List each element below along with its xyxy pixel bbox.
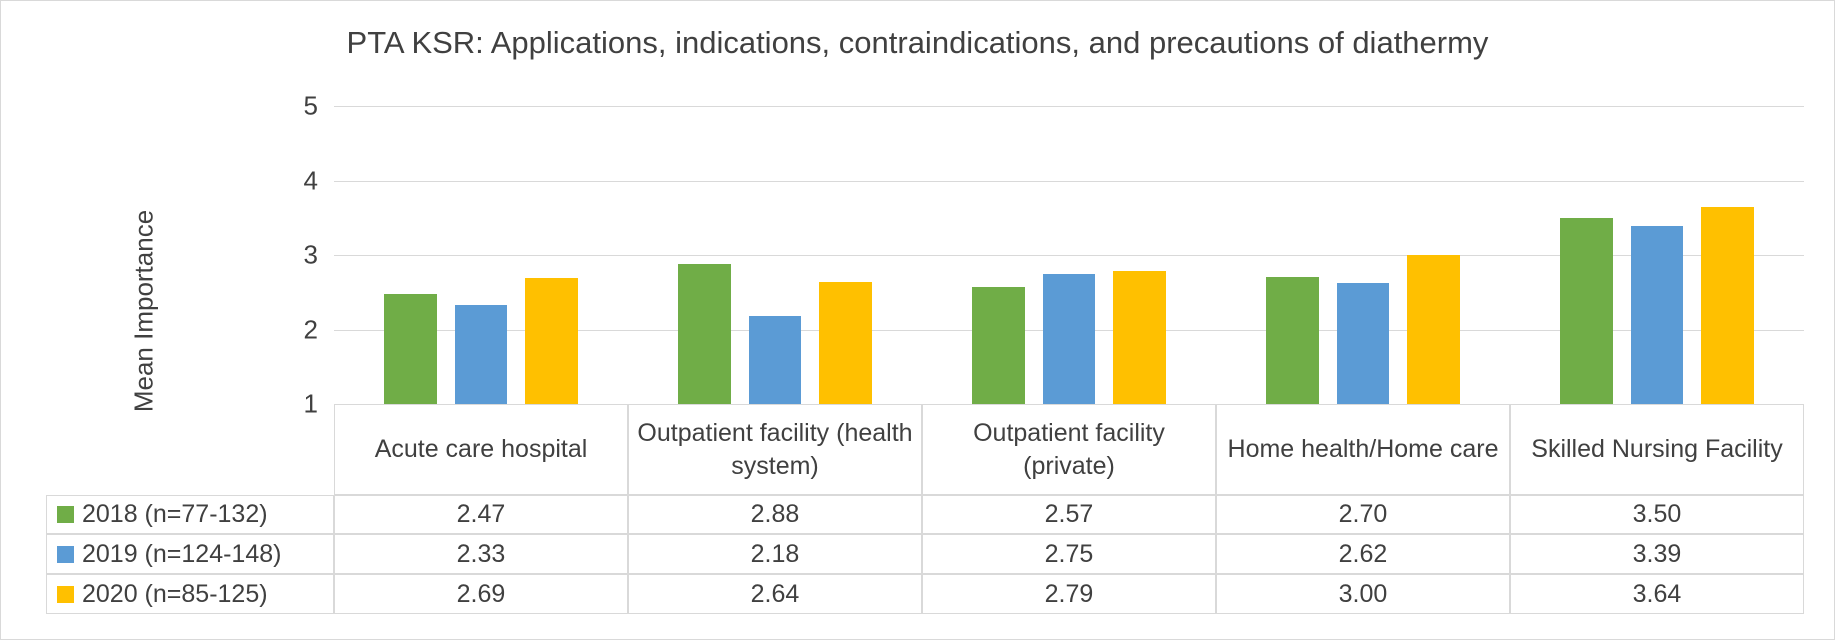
bar bbox=[971, 287, 1025, 404]
grid-line bbox=[334, 255, 1804, 256]
table-value: 2.47 bbox=[334, 495, 628, 534]
legend-entry: 2020 (n=85-125) bbox=[46, 574, 334, 614]
y-axis-label: Mean Importance bbox=[128, 209, 159, 413]
legend-key bbox=[57, 506, 74, 523]
table-value: 2.75 bbox=[922, 534, 1216, 574]
table-value: 2.57 bbox=[922, 495, 1216, 534]
legend-key bbox=[57, 585, 74, 603]
table-value: 3.00 bbox=[1216, 574, 1510, 614]
category-label: Acute care hospital bbox=[334, 404, 628, 495]
category-label: Outpatient facility (health system) bbox=[628, 404, 922, 495]
table-value: 2.18 bbox=[628, 534, 922, 574]
y-tick-label: 4 bbox=[303, 165, 318, 195]
bar bbox=[1113, 270, 1166, 404]
legend-label: 2019 (n=124-148) bbox=[82, 539, 282, 568]
bar bbox=[1407, 255, 1460, 404]
table-value: 2.69 bbox=[334, 574, 628, 614]
category-label: Outpatient facility (private) bbox=[922, 404, 1216, 495]
bar bbox=[1630, 225, 1684, 404]
legend-label: 2020 (n=85-125) bbox=[82, 579, 268, 608]
table-value: 2.62 bbox=[1216, 534, 1510, 574]
y-tick-label: 3 bbox=[303, 239, 318, 270]
y-tick-label: 5 bbox=[303, 90, 318, 121]
table-value: 2.79 bbox=[922, 574, 1216, 614]
table-value: 2.70 bbox=[1216, 495, 1510, 534]
table-value: 3.50 bbox=[1510, 495, 1804, 534]
table-value: 2.88 bbox=[628, 495, 922, 534]
bar bbox=[1701, 207, 1754, 404]
bar bbox=[819, 281, 872, 404]
bar bbox=[454, 304, 508, 404]
grid-line bbox=[334, 106, 1804, 107]
table-value: 3.64 bbox=[1510, 574, 1804, 614]
legend-entry: 2018 (n=77-132) bbox=[46, 495, 334, 534]
y-tick-label: 2 bbox=[303, 314, 318, 344]
bar bbox=[383, 294, 437, 404]
category-label: Home health/Home care bbox=[1216, 404, 1510, 495]
bar bbox=[1559, 217, 1613, 404]
chart-title: PTA KSR: Applications, indications, cont… bbox=[346, 25, 1489, 60]
bar bbox=[1336, 283, 1390, 404]
category-label: Skilled Nursing Facility bbox=[1510, 404, 1804, 495]
y-tick-label: 1 bbox=[303, 388, 318, 419]
legend-label: 2018 (n=77-132) bbox=[82, 500, 268, 529]
bar bbox=[1265, 277, 1319, 404]
table-value: 2.33 bbox=[334, 534, 628, 574]
bar bbox=[1042, 273, 1096, 404]
bar bbox=[748, 316, 802, 404]
grid-line bbox=[334, 180, 1804, 182]
bar bbox=[525, 278, 578, 404]
legend-key bbox=[57, 545, 74, 563]
table-value: 2.64 bbox=[628, 574, 922, 614]
legend-entry: 2019 (n=124-148) bbox=[46, 534, 334, 574]
bar bbox=[677, 263, 731, 404]
table-value: 3.39 bbox=[1510, 534, 1804, 574]
